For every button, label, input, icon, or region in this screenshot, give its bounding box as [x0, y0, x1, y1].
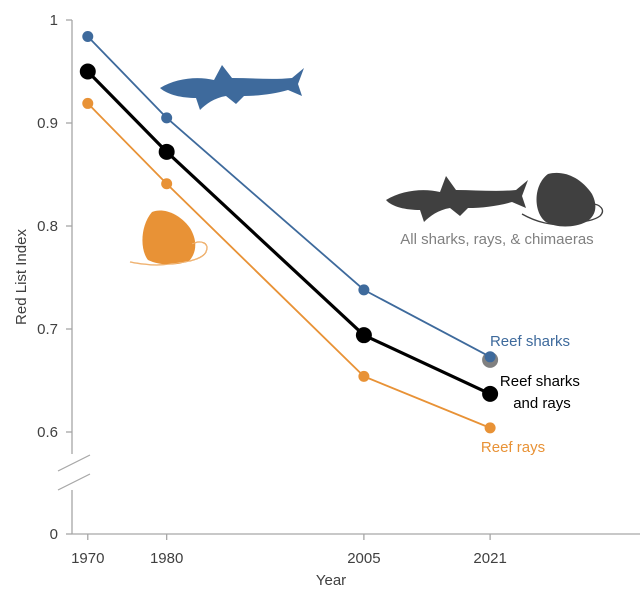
data-point-reef-rays — [358, 370, 370, 382]
blue-shark-icon — [160, 65, 304, 110]
y-tick-label: 0.9 — [37, 115, 58, 132]
orange-ray-icon — [129, 210, 208, 266]
axis-break-mark — [57, 473, 91, 491]
x-tick-label: 1970 — [71, 550, 104, 567]
y-tick-label: 0.8 — [37, 218, 58, 235]
y-ticks: 0 0.6 0.7 0.8 0.9 1 — [37, 12, 72, 543]
series-label-line: Reef sharks — [500, 373, 580, 390]
data-point-reef-sharks-and-rays — [158, 143, 175, 160]
series-label-reef-sharks: Reef sharks — [490, 333, 570, 350]
x-axis-title: Year — [316, 572, 346, 589]
data-point-reef-sharks — [161, 112, 173, 124]
series-line-reef-sharks-and-rays — [86, 70, 491, 396]
x-tick-label: 2005 — [347, 550, 380, 567]
y-tick-label: 0 — [50, 526, 58, 543]
x-tick-label: 1980 — [150, 550, 183, 567]
data-point-reef-sharks-and-rays — [79, 63, 96, 80]
y-tick-label: 1 — [50, 12, 58, 29]
y-axis — [57, 20, 91, 534]
reference-label: All sharks, rays, & chimaeras — [400, 231, 593, 248]
x-tick-label: 2021 — [473, 550, 506, 567]
data-point-reef-rays — [484, 422, 496, 434]
data-point-reef-sharks — [358, 284, 370, 296]
data-point-reef-sharks — [484, 351, 496, 363]
y-tick-label: 0.6 — [37, 424, 58, 441]
data-point-reef-sharks-and-rays — [355, 327, 372, 344]
series-line-reef-rays — [87, 102, 491, 429]
data-point-reef-sharks — [82, 30, 94, 42]
y-tick-label: 0.7 — [37, 321, 58, 338]
dark-shark-icon — [386, 176, 528, 222]
data-point-reef-sharks-and-rays — [482, 385, 499, 402]
y-axis-title: Red List Index — [13, 229, 30, 325]
data-point-reef-rays — [82, 97, 94, 109]
axis-break-mark — [57, 454, 91, 472]
x-ticks: 1970 1980 2005 2021 — [71, 534, 507, 567]
dark-ray-icon — [521, 172, 604, 227]
series-layer — [79, 30, 499, 434]
series-label-line: and rays — [513, 395, 571, 412]
series-line-reef-sharks — [87, 35, 491, 358]
data-point-reef-rays — [161, 178, 173, 190]
series-label-reef-rays: Reef rays — [481, 439, 545, 456]
series-label-reef-sharks-and-rays: Reef sharks and rays — [500, 373, 584, 412]
